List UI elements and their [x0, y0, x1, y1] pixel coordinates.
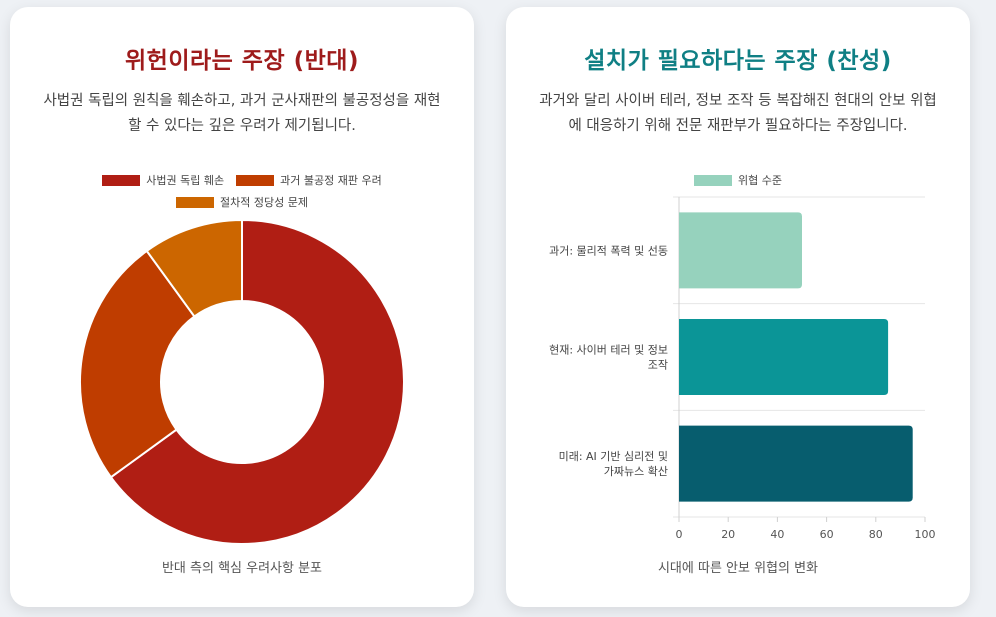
- y-category-label: 미래: AI 기반 심리전 및: [559, 450, 668, 463]
- donut-legend-item[interactable]: 과거 불공정 재판 우려: [236, 169, 382, 191]
- opposition-description: 사법권 독립의 원칙을 훼손하고, 과거 군사재판의 불공정성을 재현할 수 있…: [43, 93, 441, 134]
- donut-slice[interactable]: [145, 218, 243, 318]
- bar[interactable]: [679, 319, 889, 395]
- y-category-label: 과거: 물리적 폭력 및 선동: [549, 244, 668, 257]
- legend-label: 절차적 정당성 문제: [220, 196, 308, 209]
- support-card: 설치가 필요하다는 주장 (찬성) 과거와 달리 사이버 테러, 정보 조작 등…: [506, 7, 970, 607]
- opposition-title: 위헌이라는 주장 (반대): [125, 48, 359, 74]
- y-category-label: 현재: 사이버 테러 및 정보: [549, 344, 668, 357]
- x-tick-label: 100: [915, 528, 936, 541]
- x-tick-label: 0: [676, 528, 683, 541]
- x-tick-label: 60: [820, 528, 834, 541]
- x-tick-label: 80: [869, 528, 883, 541]
- opposition-card: 위헌이라는 주장 (반대) 사법권 독립의 원칙을 훼손하고, 과거 군사재판의…: [10, 7, 474, 607]
- donut-legend-item[interactable]: 절차적 정당성 문제: [176, 191, 308, 213]
- bar[interactable]: [679, 212, 802, 289]
- donut-slice[interactable]: [79, 249, 196, 479]
- support-title: 설치가 필요하다는 주장 (찬성): [584, 48, 892, 74]
- bar-legend-item[interactable]: 위협 수준: [694, 169, 782, 191]
- x-tick-label: 40: [770, 528, 784, 541]
- support-description: 과거와 달리 사이버 테러, 정보 조작 등 복잡해진 현대의 안보 위협에 대…: [539, 93, 937, 134]
- bar-legend: 위협 수준: [506, 169, 970, 191]
- legend-label: 과거 불공정 재판 우려: [280, 174, 382, 187]
- donut-chart: [79, 218, 405, 545]
- y-category-label: 조작: [648, 359, 668, 372]
- donut-caption: 반대 측의 핵심 우려사항 분포: [161, 561, 323, 576]
- bar[interactable]: [679, 425, 913, 502]
- legend-swatch: [694, 174, 732, 186]
- x-tick-label: 20: [721, 528, 735, 541]
- legend-swatch: [176, 196, 215, 208]
- legend-label: 사법권 독립 훼손: [146, 174, 225, 187]
- donut-slice[interactable]: [109, 218, 405, 545]
- y-category-label: 가짜뉴스 확산: [604, 465, 668, 478]
- bar-caption: 시대에 따른 안보 위협의 변화: [657, 561, 819, 576]
- legend-label: 위협 수준: [738, 174, 782, 187]
- legend-swatch: [102, 174, 141, 186]
- donut-legend-item[interactable]: 사법권 독립 훼손: [102, 169, 224, 191]
- legend-swatch: [236, 174, 275, 186]
